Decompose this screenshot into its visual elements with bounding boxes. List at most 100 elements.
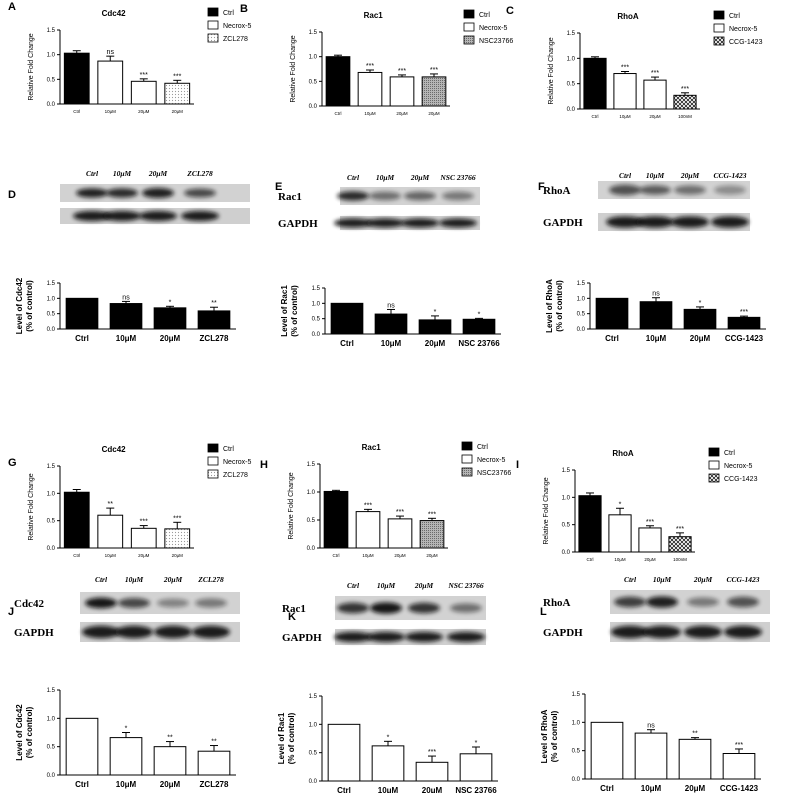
bar bbox=[668, 536, 692, 553]
x-tick-label: 10μM bbox=[646, 334, 667, 343]
blot-lane-label: 20μM bbox=[693, 575, 713, 584]
y-axis-label: Level of RhoA bbox=[545, 279, 554, 333]
gapdh-band bbox=[181, 211, 219, 221]
blot-band bbox=[370, 602, 402, 614]
y-tick-label: 1.5 bbox=[312, 286, 321, 292]
y-axis-label: Level of Cdc42 bbox=[15, 704, 24, 761]
y-tick-label: 1.5 bbox=[47, 28, 56, 34]
y-tick-label: 0.5 bbox=[567, 82, 576, 88]
panel-L: L 0.0 0.5 1.0 1.5 Level of RhoA (% of control)… bbox=[540, 575, 770, 793]
x-tick-label: 20μM bbox=[425, 339, 446, 348]
x-tick-label: Ctrl bbox=[592, 114, 599, 119]
panel-K: K 0.0 0.5 1.0 1.5 Level of Rac1 (% of control)… bbox=[277, 581, 498, 793]
significance-label: * bbox=[475, 740, 478, 747]
y-axis-label-2: (% of control) bbox=[290, 285, 299, 337]
blot-lane-label: 20μM bbox=[148, 169, 168, 178]
blot-band bbox=[118, 598, 150, 608]
blot-lane-label: ZCL278 bbox=[186, 169, 213, 178]
significance-label: ns bbox=[652, 291, 660, 298]
x-tick-label: 20μM bbox=[685, 784, 706, 793]
bar bbox=[371, 745, 405, 782]
blot-lane-label: Ctrl bbox=[619, 171, 632, 180]
bar bbox=[418, 319, 452, 335]
y-tick-label: 0.0 bbox=[577, 327, 586, 333]
blot-band bbox=[408, 602, 440, 614]
y-tick-label: 0.5 bbox=[572, 749, 581, 755]
gapdh-band bbox=[367, 632, 405, 642]
significance-label: ns bbox=[122, 294, 130, 301]
gapdh-band bbox=[139, 211, 177, 221]
gapdh-band bbox=[334, 218, 372, 228]
y-tick-label: 0.5 bbox=[47, 519, 56, 525]
significance-label: * bbox=[699, 300, 702, 307]
y-axis-label: Level of Rac1 bbox=[280, 285, 289, 337]
bar bbox=[389, 76, 415, 107]
y-tick-label: 0.5 bbox=[307, 518, 316, 524]
blot-lane-label: 10μM bbox=[125, 575, 144, 584]
significance-label: *** bbox=[676, 526, 684, 533]
significance-label: *** bbox=[173, 515, 181, 522]
x-tick-label: CCG-1423 bbox=[720, 784, 759, 793]
significance-label: *** bbox=[364, 502, 372, 509]
blot-lane-label: CCG-1423 bbox=[727, 575, 760, 584]
x-tick-label: NSC 23766 bbox=[458, 339, 500, 348]
significance-label: *** bbox=[621, 65, 629, 72]
x-tick-label: Ctrl bbox=[73, 109, 80, 114]
legend-label: Ctrl bbox=[223, 446, 234, 453]
bar bbox=[415, 761, 449, 782]
y-axis-label-2: (% of control) bbox=[25, 280, 34, 332]
y-tick-label: 0.5 bbox=[309, 79, 318, 85]
significance-label: *** bbox=[735, 742, 743, 749]
x-tick-label: ZCL278 bbox=[200, 334, 229, 343]
y-axis-label: Relative Fold Change bbox=[548, 37, 555, 104]
significance-label: *** bbox=[173, 73, 181, 80]
panel-F: F 0.0 0.5 1.0 1.5 Level of RhoA (% of control)… bbox=[538, 171, 766, 343]
bar bbox=[109, 303, 143, 330]
blot-lane-label: 10μM bbox=[653, 575, 672, 584]
significance-label: ** bbox=[211, 739, 217, 746]
x-tick-label: 10μM bbox=[116, 334, 137, 343]
x-tick-label: 20μM bbox=[138, 109, 150, 114]
blot-lane-label: 20μM bbox=[680, 171, 700, 180]
panel-label: H bbox=[260, 459, 268, 471]
bar bbox=[65, 297, 99, 330]
panel-label: F bbox=[538, 181, 545, 193]
bar bbox=[459, 753, 493, 782]
legend-swatch bbox=[207, 20, 219, 30]
y-tick-label: 0.5 bbox=[47, 745, 56, 751]
significance-label: *** bbox=[430, 67, 438, 74]
y-axis-label: Level of Rac1 bbox=[277, 712, 286, 764]
x-tick-label: Ctrl bbox=[335, 111, 342, 116]
y-tick-label: 1.0 bbox=[312, 301, 321, 307]
gapdh-band bbox=[115, 625, 153, 639]
bar bbox=[97, 514, 124, 549]
significance-label: * bbox=[434, 309, 437, 316]
y-axis-label: Relative Fold Change bbox=[28, 33, 35, 100]
x-tick-label: 20μM bbox=[160, 780, 181, 789]
bar bbox=[595, 297, 629, 330]
x-tick-label: NSC 23766 bbox=[455, 786, 497, 793]
bar bbox=[374, 313, 408, 335]
y-tick-label: 0.0 bbox=[309, 104, 318, 110]
blot-row-label: GAPDH bbox=[543, 217, 583, 229]
y-axis-label: Relative Fold Change bbox=[290, 35, 297, 102]
legend-swatch bbox=[461, 454, 473, 464]
bar bbox=[130, 80, 157, 105]
blot-lane-label: CCG-1423 bbox=[714, 171, 747, 180]
legend-swatch bbox=[713, 23, 725, 33]
bar bbox=[63, 491, 90, 549]
blot-band bbox=[76, 188, 108, 198]
legend-swatch bbox=[207, 7, 219, 17]
bar bbox=[578, 495, 602, 553]
panel-label: D bbox=[8, 189, 16, 201]
panel-C: C RhoA 0.0 0.5 1.0 1.5 Relative Fold Change Ctr… bbox=[506, 5, 763, 119]
gapdh-band bbox=[711, 216, 749, 228]
blot-band bbox=[714, 185, 746, 195]
blot-lane-label: 10μM bbox=[377, 581, 396, 590]
bar bbox=[638, 527, 662, 553]
panel-I: I RhoA 0.0 0.5 1.0 1.5 Relative Fold Change Ctr… bbox=[516, 447, 758, 562]
bar bbox=[130, 527, 157, 549]
x-tick-label: Ctrl bbox=[587, 557, 594, 562]
blot-band bbox=[106, 188, 138, 198]
bar bbox=[65, 717, 99, 776]
